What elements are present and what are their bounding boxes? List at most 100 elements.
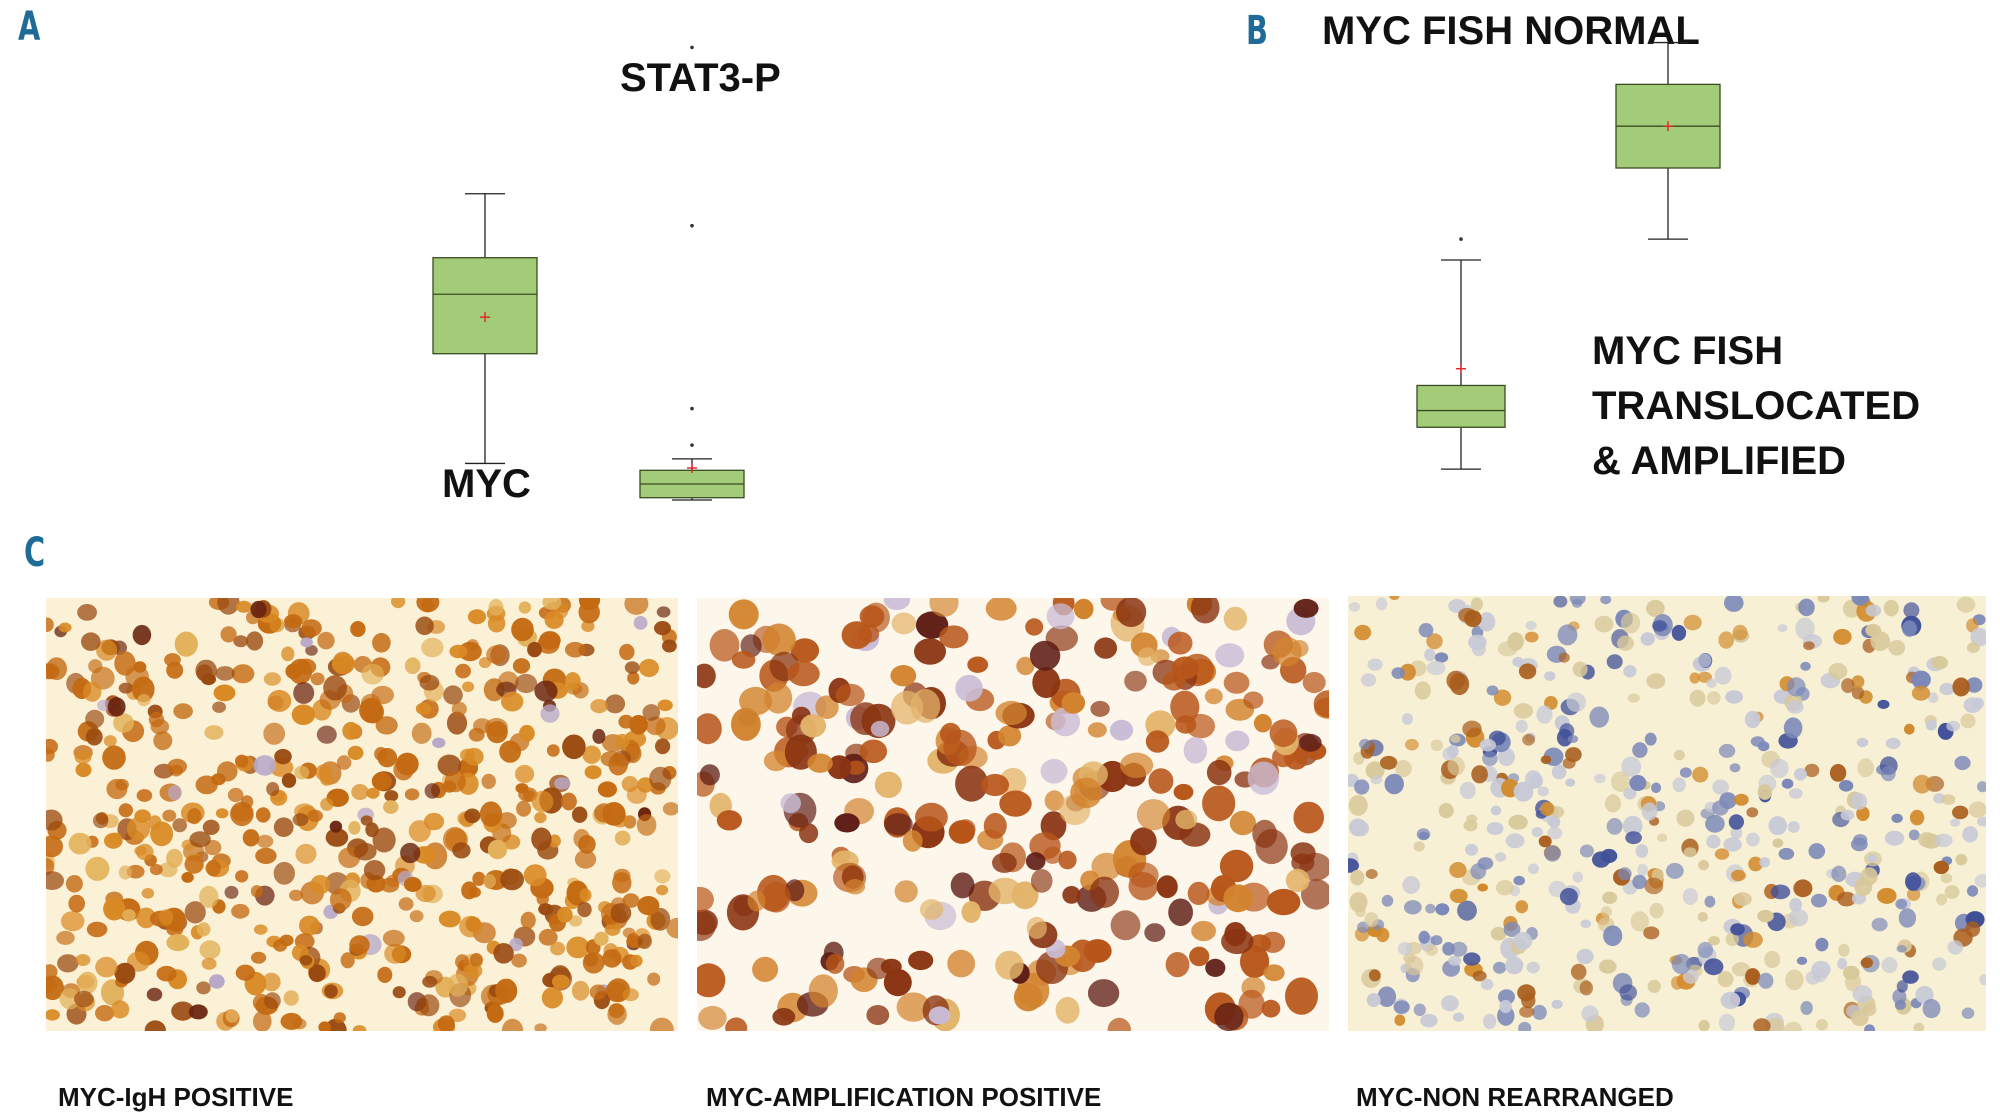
cell-nucleus	[184, 855, 204, 874]
cell-nucleus	[1891, 813, 1903, 823]
cell-nucleus	[1224, 922, 1247, 947]
cell-nucleus	[411, 722, 432, 744]
cell-nucleus	[988, 877, 1022, 905]
cell-nucleus	[1482, 751, 1498, 766]
cell-nucleus	[486, 721, 508, 744]
cell-nucleus	[1448, 955, 1462, 966]
cell-nucleus	[1815, 1018, 1828, 1031]
cell-nucleus	[1783, 717, 1803, 739]
cell-nucleus	[1643, 926, 1660, 940]
cell-nucleus	[1828, 663, 1848, 680]
cell-nucleus	[1815, 937, 1829, 952]
cell-nucleus	[1025, 618, 1044, 636]
cell-nucleus	[1883, 599, 1899, 617]
cell-nucleus	[495, 978, 518, 1003]
cell-nucleus	[342, 721, 360, 740]
cell-nucleus	[1712, 779, 1729, 795]
cell-nucleus	[1717, 971, 1734, 988]
cell-nucleus	[1851, 675, 1865, 689]
cell-nucleus	[1557, 624, 1578, 646]
cell-nucleus	[531, 827, 552, 851]
cell-nucleus	[325, 828, 349, 847]
cell-nucleus	[1704, 895, 1716, 908]
cell-nucleus	[1301, 879, 1329, 910]
cell-nucleus	[650, 907, 671, 931]
cell-nucleus	[46, 1009, 60, 1021]
cell-nucleus	[1223, 884, 1253, 913]
cell-nucleus	[564, 672, 581, 691]
cell-nucleus	[85, 856, 110, 881]
cell-nucleus	[554, 777, 571, 790]
cell-nucleus	[1837, 891, 1856, 907]
cell-nucleus	[1784, 1021, 1803, 1031]
cell-nucleus	[1697, 941, 1714, 959]
cell-nucleus	[1464, 609, 1482, 628]
cell-nucleus	[235, 964, 256, 981]
panel-letter-c: C	[24, 530, 46, 576]
cell-nucleus	[267, 689, 292, 712]
cell-nucleus	[967, 656, 989, 673]
cell-nucleus	[1641, 802, 1658, 821]
cell-nucleus	[1706, 834, 1721, 849]
cell-nucleus	[763, 750, 789, 772]
cell-nucleus	[1843, 965, 1860, 980]
cell-nucleus	[578, 601, 600, 624]
cell-nucleus	[1050, 707, 1080, 737]
cell-nucleus	[1911, 670, 1931, 689]
cell-nucleus	[196, 664, 213, 682]
panel-b-series-0-outlier-0	[1459, 237, 1463, 241]
cell-nucleus	[1040, 758, 1068, 784]
cell-nucleus	[590, 699, 609, 714]
cell-nucleus	[1062, 886, 1081, 904]
cell-nucleus	[196, 981, 211, 995]
cell-nucleus	[985, 598, 1017, 621]
cell-nucleus	[1622, 815, 1643, 836]
cell-nucleus	[546, 744, 560, 757]
cell-nucleus	[230, 804, 253, 822]
cell-nucleus	[122, 909, 136, 922]
cell-nucleus	[1966, 642, 1980, 654]
cell-nucleus	[217, 598, 240, 615]
cell-nucleus	[1430, 935, 1443, 946]
cell-nucleus	[409, 910, 424, 923]
cell-nucleus	[1426, 660, 1446, 676]
cell-nucleus	[1794, 768, 1807, 781]
cell-nucleus	[1617, 635, 1634, 651]
cell-nucleus	[469, 953, 483, 967]
cell-nucleus	[1183, 737, 1208, 764]
cell-nucleus	[380, 877, 400, 893]
cell-nucleus	[320, 797, 334, 811]
cell-nucleus	[398, 897, 414, 911]
cell-nucleus	[1800, 661, 1811, 671]
cell-nucleus	[1757, 741, 1770, 752]
cell-nucleus	[168, 785, 182, 801]
cell-nucleus	[1705, 814, 1725, 833]
cell-nucleus	[542, 598, 562, 610]
cell-nucleus	[1090, 700, 1110, 717]
cell-nucleus	[662, 802, 678, 816]
cell-nucleus	[1572, 661, 1588, 677]
cell-nucleus	[74, 990, 94, 1008]
cell-nucleus	[859, 739, 888, 764]
cell-nucleus	[1173, 783, 1194, 801]
cell-nucleus	[204, 725, 224, 740]
cell-nucleus	[515, 673, 538, 694]
cell-nucleus	[1425, 944, 1438, 956]
cell-nucleus	[1061, 692, 1086, 714]
cell-nucleus	[1225, 730, 1250, 752]
cell-nucleus	[146, 987, 163, 1002]
cell-nucleus	[578, 835, 596, 854]
cell-nucleus	[1817, 596, 1830, 603]
cell-nucleus	[74, 750, 92, 764]
cell-nucleus	[132, 676, 155, 703]
cell-nucleus	[1682, 969, 1699, 984]
cell-nucleus	[1602, 891, 1618, 904]
cell-nucleus	[1646, 599, 1665, 617]
cell-nucleus	[1399, 663, 1416, 681]
cell-nucleus	[1621, 756, 1642, 777]
cell-nucleus	[172, 818, 187, 833]
cell-nucleus	[1349, 602, 1361, 612]
cell-nucleus	[1551, 999, 1563, 1009]
cell-nucleus	[1559, 723, 1575, 740]
cell-nucleus	[1795, 617, 1815, 640]
